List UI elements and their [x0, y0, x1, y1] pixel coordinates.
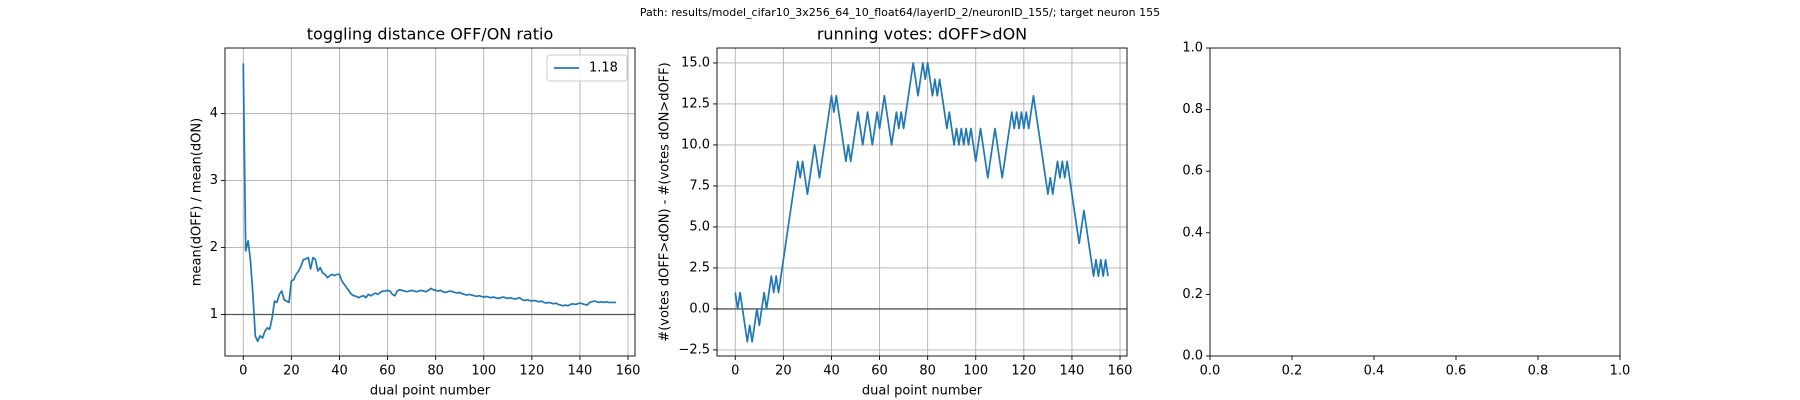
x-axis-label: dual point number [862, 384, 983, 399]
y-tick-label: 0.4 [1182, 225, 1203, 240]
y-tick-label: 7.5 [689, 178, 710, 193]
x-tick-label: 20 [775, 364, 792, 379]
y-tick-label: 0.0 [1182, 349, 1203, 364]
x-tick-label: 0 [731, 364, 739, 379]
x-tick-label: 40 [823, 364, 840, 379]
y-tick-label: 2.5 [689, 260, 710, 275]
y-tick-label: 5.0 [689, 219, 710, 234]
y-tick-label: 10.0 [681, 137, 710, 152]
x-tick-label: 140 [1060, 364, 1085, 379]
x-tick-label: 60 [871, 364, 888, 379]
axes: 0 20 40 60 80 100 120 140 160 1 2 3 4 toggling distan… [190, 25, 641, 399]
data-line [734, 62, 1109, 343]
axes-frame [716, 47, 1128, 357]
axes-title: toggling distance OFF/ON ratio [307, 25, 553, 44]
x-tick-label: 0.0 [1200, 364, 1221, 379]
x-tick-label: 1.0 [1610, 364, 1631, 379]
data-line [242, 63, 616, 343]
x-tick-label: 120 [519, 364, 544, 379]
y-tick-label: 4 [210, 106, 218, 121]
x-tick-label: 60 [379, 364, 396, 379]
axes: 0 20 40 60 80 100 120 140 160 −2.5 0.0 2.5 5.0 7.5 10.… [658, 25, 1133, 399]
legend-label: 1.18 [589, 61, 618, 76]
x-tick-label: 0.6 [1446, 364, 1467, 379]
axes-frame [224, 47, 636, 357]
y-tick-label: 0.2 [1182, 287, 1203, 302]
y-tick-label: 1 [210, 307, 218, 322]
x-tick-label: 0.8 [1528, 364, 1549, 379]
y-tick-label: 3 [210, 173, 218, 188]
axes: 0.0 0.2 0.4 0.6 0.8 1.0 0.0 0.2 0.4 0.6 0.8 1.0 [1182, 41, 1630, 379]
y-axis-label: mean(dOFF) / mean(dON) [190, 118, 205, 286]
y-tick-label: 2 [210, 240, 218, 255]
suptitle: Path: results/model_cifar10_3x256_64_10_… [640, 6, 1160, 19]
y-tick-label: −2.5 [678, 342, 710, 357]
x-tick-label: 40 [331, 364, 348, 379]
axes-frame [1209, 47, 1621, 357]
y-tick-label: 0.6 [1182, 164, 1203, 179]
y-axis-label: #(votes dOFF>dON) - #(votes dON>dOFF) [658, 62, 673, 341]
x-tick-label: 120 [1011, 364, 1036, 379]
legend: 1.18 [546, 54, 628, 82]
x-tick-label: 100 [963, 364, 988, 379]
y-tick-label: 0.8 [1182, 102, 1203, 117]
legend-frame [546, 54, 628, 82]
x-tick-label: 100 [471, 364, 496, 379]
x-tick-label: 0 [239, 364, 247, 379]
x-tick-label: 0.2 [1282, 364, 1303, 379]
axes-title: running votes: dOFF>dON [817, 25, 1027, 44]
x-tick-label: 140 [568, 364, 593, 379]
x-tick-label: 20 [283, 364, 300, 379]
x-axis-label: dual point number [370, 384, 491, 399]
y-tick-label: 0.0 [689, 301, 710, 316]
y-tick-label: 15.0 [681, 55, 710, 70]
x-tick-label: 80 [919, 364, 936, 379]
x-tick-label: 0.4 [1364, 364, 1385, 379]
x-tick-label: 160 [1108, 364, 1133, 379]
x-tick-label: 160 [616, 364, 641, 379]
y-tick-label: 12.5 [681, 96, 710, 111]
y-tick-label: 1.0 [1182, 41, 1203, 56]
x-tick-label: 80 [427, 364, 444, 379]
